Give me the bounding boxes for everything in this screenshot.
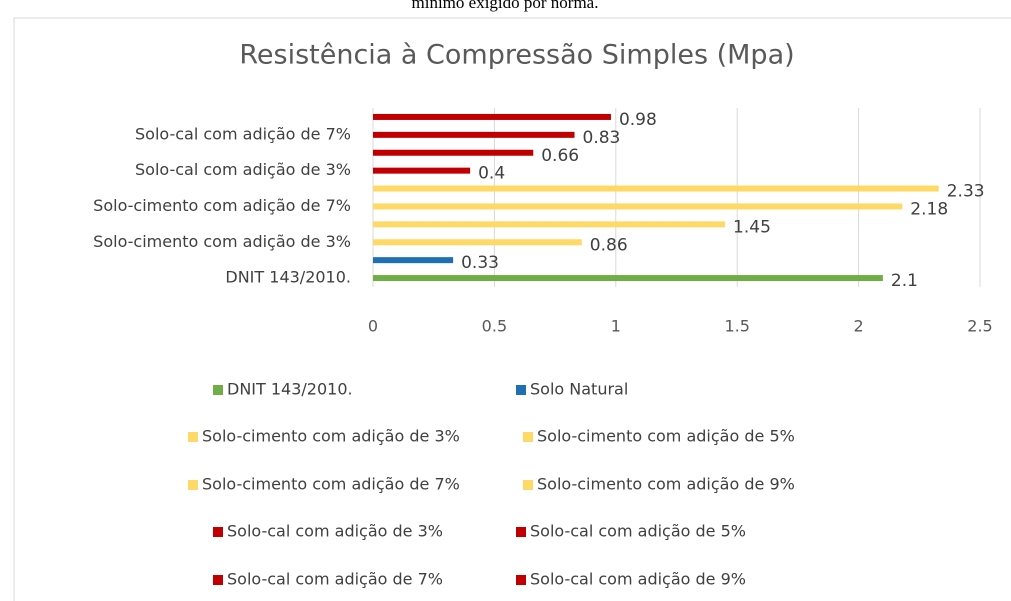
x-tick-label: 1 [611, 317, 621, 336]
bar [373, 257, 454, 264]
legend-swatch [523, 480, 533, 490]
legend-label: Solo-cal com adição de 3% [227, 522, 443, 541]
legend-label: Solo-cimento com adição de 9% [537, 475, 795, 494]
data-label: 0.86 [590, 235, 628, 255]
bar [373, 203, 903, 210]
legend-swatch [213, 575, 223, 585]
legend-swatch [188, 480, 198, 490]
x-tick-label: 0.5 [482, 317, 507, 336]
data-label: 1.45 [733, 217, 771, 237]
chart-border [13, 17, 1011, 601]
chart-title: Resistência à Compressão Simples (Mpa) [239, 40, 794, 71]
legend-label: Solo-cal com adição de 5% [530, 522, 746, 541]
y-tick-label: Solo-cal com adição de 7% [135, 124, 351, 143]
x-tick-label: 1.5 [724, 317, 749, 336]
x-tick-label: 2.5 [967, 317, 992, 336]
bar [373, 221, 726, 228]
bar [373, 167, 471, 174]
bar [373, 113, 611, 120]
y-tick-label: Solo-cimento com adição de 3% [93, 232, 351, 251]
legend-swatch [213, 527, 223, 537]
y-tick-label: Solo-cal com adição de 3% [135, 160, 351, 179]
bar [373, 185, 939, 192]
legend-swatch [516, 527, 526, 537]
data-label: 0.4 [478, 164, 505, 184]
legend-swatch [188, 432, 198, 442]
bar [373, 275, 883, 282]
x-tick-label: 0 [368, 317, 378, 336]
bar [373, 239, 582, 246]
data-label: 0.83 [583, 128, 621, 148]
legend-label: Solo-cimento com adição de 3% [202, 427, 460, 446]
data-label: 0.33 [461, 253, 499, 273]
legend-swatch [213, 385, 223, 395]
legend-label: Solo Natural [530, 380, 628, 399]
legend-label: Solo-cal com adição de 7% [227, 570, 443, 589]
data-label: 0.98 [619, 110, 657, 130]
legend-label: DNIT 143/2010. [227, 380, 353, 399]
legend-label: Solo-cimento com adição de 7% [202, 475, 460, 494]
data-label: 0.66 [541, 146, 579, 166]
legend-label: Solo-cimento com adição de 5% [537, 427, 795, 446]
caption: mínimo exigido por norma. [412, 0, 599, 12]
legend-swatch [516, 385, 526, 395]
legend-swatch [523, 432, 533, 442]
legend-label: Solo-cal com adição de 9% [530, 570, 746, 589]
data-label: 2.18 [910, 199, 948, 219]
bar [373, 149, 534, 156]
legend-swatch [516, 575, 526, 585]
x-tick-label: 2 [854, 317, 864, 336]
y-tick-label: Solo-cimento com adição de 7% [93, 196, 351, 215]
data-label: 2.1 [891, 271, 918, 291]
bar [373, 131, 575, 138]
data-label: 2.33 [947, 182, 985, 202]
y-tick-label: DNIT 143/2010. [225, 268, 351, 287]
